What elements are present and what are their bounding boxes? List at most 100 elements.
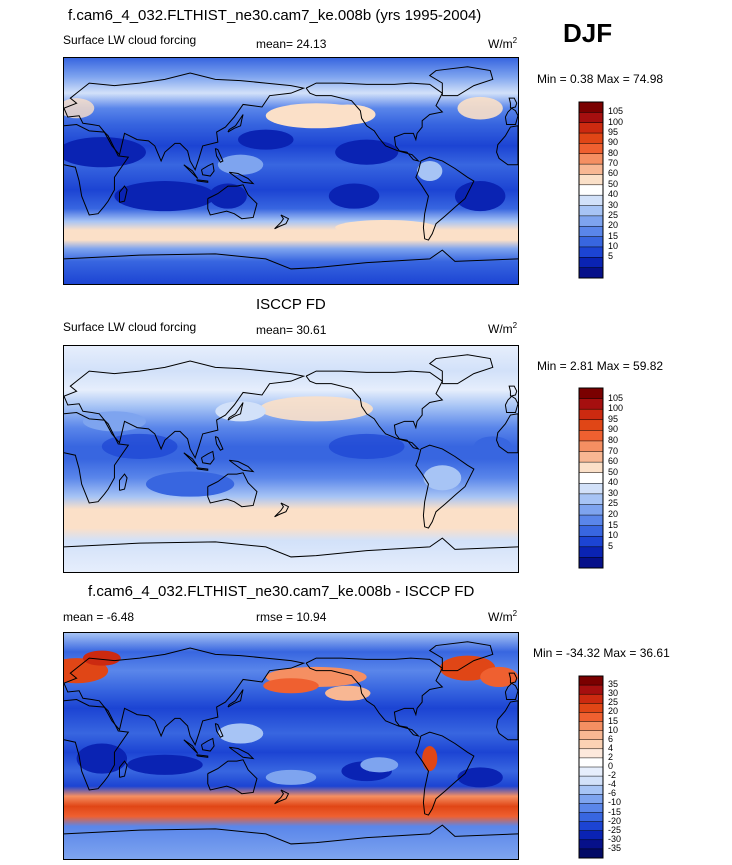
colorbar-tick-label: -25	[608, 824, 622, 835]
panel3-minmax: Min = -34.32 Max = 36.61	[533, 646, 670, 660]
coastline	[196, 179, 209, 183]
coastline	[415, 731, 475, 816]
coastline	[496, 413, 518, 454]
season-label: DJF	[563, 18, 613, 48]
field-region	[127, 754, 203, 775]
colorbar-tick-label: 20	[608, 706, 619, 717]
field-region	[454, 181, 506, 212]
coastline	[504, 682, 518, 701]
coastline	[64, 124, 130, 216]
colorbar-swatch	[579, 757, 603, 768]
field-region	[145, 471, 235, 497]
colorbar-swatch	[579, 409, 603, 421]
coastline	[214, 435, 224, 451]
colorbar-tick-label: 90	[608, 137, 619, 148]
colorbar-swatch	[579, 821, 603, 831]
coastline	[428, 641, 494, 672]
field-region	[82, 650, 121, 666]
panel1-variable-label: Surface LW cloud forcing	[63, 33, 197, 47]
colorbar-swatch	[579, 388, 603, 399]
colorbar-swatch	[579, 472, 603, 484]
field-region	[480, 666, 518, 687]
coastline	[504, 107, 518, 126]
colorbar-swatch	[579, 676, 603, 686]
colorbar-swatch	[579, 493, 603, 505]
colorbar-tick-label: -35	[608, 842, 622, 853]
colorbar-swatch	[579, 226, 603, 237]
coastline	[496, 700, 518, 741]
colorbar-swatch	[579, 164, 603, 175]
colorbar-swatch	[579, 133, 603, 144]
colorbar-swatch	[579, 712, 603, 722]
colorbar-tick-label: 35	[608, 679, 619, 690]
panel2-variable-label: Surface LW cloud forcing	[63, 320, 197, 334]
panel3-units: W/m2	[488, 609, 518, 624]
colorbar-tick-label: 105	[608, 392, 624, 403]
colorbar-swatch	[579, 525, 603, 537]
colorbar-tick-label: 40	[608, 477, 619, 488]
coastline	[504, 395, 518, 414]
coastline	[228, 171, 255, 185]
colorbar-swatch	[579, 440, 603, 452]
coastline	[214, 722, 224, 738]
colorbar-swatch	[579, 184, 603, 196]
colorbar-swatch	[579, 557, 603, 569]
panel2-minmax: Min = 2.81 Max = 59.82	[537, 359, 664, 373]
colorbar-swatch	[579, 848, 603, 859]
field-region	[114, 181, 216, 212]
coastline	[118, 760, 128, 778]
field-region	[473, 436, 512, 457]
field-region	[217, 154, 264, 175]
coastline	[200, 737, 215, 752]
colorbar-swatch	[579, 812, 603, 822]
coastline	[196, 754, 209, 758]
colorbar-swatch	[579, 785, 603, 795]
coastline	[228, 459, 255, 473]
field-region	[457, 767, 503, 788]
coastline	[274, 789, 290, 805]
colorbar-tick-label: 15	[608, 230, 619, 241]
field-region	[457, 96, 503, 120]
coastline	[200, 162, 215, 177]
coastline	[214, 147, 224, 163]
field-background	[64, 58, 518, 284]
field-region	[417, 160, 443, 182]
colorbar-tick-label: -10	[608, 797, 622, 808]
colorbar-tick-label: 20	[608, 509, 619, 520]
colorbar-tick-label: -6	[608, 788, 617, 799]
coastline	[428, 354, 494, 385]
colorbar-tick-label: 30	[608, 199, 619, 210]
coastline	[200, 450, 215, 465]
colorbar-tick-label: 50	[608, 178, 619, 189]
colorbar-tick-label: 70	[608, 445, 619, 456]
colorbar-swatch	[579, 685, 603, 695]
colorbar-tick-label: 5	[608, 540, 614, 551]
coastline	[305, 657, 444, 737]
colorbar-tick-label: -2	[608, 770, 617, 781]
colorbar-swatch	[579, 794, 603, 804]
colorbar-tick-label: 0	[608, 761, 614, 771]
panel3-rmse-label: rmse = 10.94	[256, 610, 327, 624]
coastline	[508, 97, 518, 109]
colorbar-tick-label: -20	[608, 815, 622, 826]
coastline	[183, 452, 199, 467]
colorbar-swatch	[579, 546, 603, 558]
panel3-mean-label: mean = -6.48	[63, 610, 135, 624]
colorbar-swatch	[579, 122, 603, 134]
coastline	[227, 689, 244, 708]
colorbar-swatch	[579, 236, 603, 248]
colorbar-swatch	[579, 694, 603, 704]
coastline	[183, 164, 199, 179]
coastline	[508, 385, 518, 397]
panel2-units: W/m2	[488, 321, 518, 336]
colorbar-swatch	[579, 721, 603, 731]
coastline	[118, 185, 128, 203]
panel2-mean-label: mean= 30.61	[256, 323, 327, 337]
field-region	[360, 757, 399, 773]
colorbar-tick-label: 100	[608, 403, 624, 414]
colorbar-swatch	[579, 748, 603, 759]
coastline	[228, 746, 255, 760]
colorbar-swatch	[579, 536, 603, 548]
field-region	[325, 685, 371, 701]
colorbar-tick-label: 60	[608, 456, 619, 467]
